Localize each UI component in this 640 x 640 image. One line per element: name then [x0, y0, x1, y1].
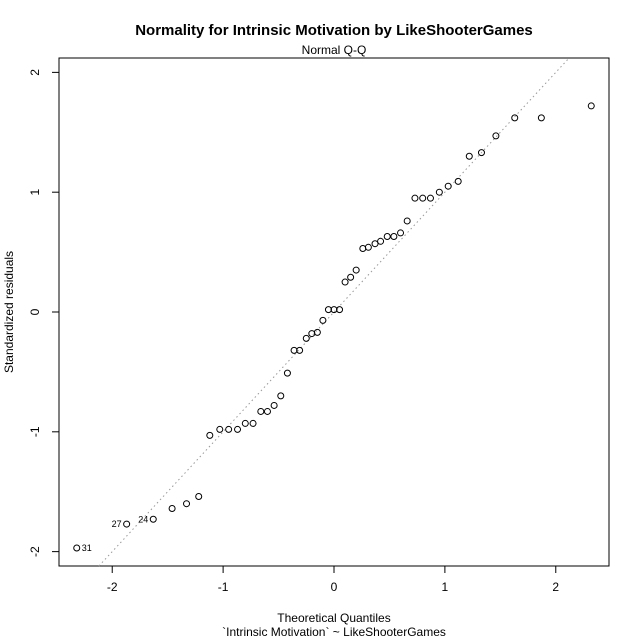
y-tick-label: 2 [28, 69, 42, 76]
data-point [383, 233, 391, 241]
data-point [435, 188, 443, 196]
x-tick-label: 1 [442, 580, 449, 594]
data-point [397, 229, 405, 237]
y-tick-label: 0 [28, 308, 42, 315]
data-point [587, 102, 595, 110]
data-point [308, 330, 316, 338]
x-tick-label: 2 [552, 580, 559, 594]
data-point [319, 316, 327, 324]
data-point [168, 504, 176, 512]
data-point [149, 515, 157, 523]
point-label: 31 [82, 543, 92, 553]
data-point [419, 194, 427, 202]
data-point [336, 306, 344, 314]
data-point [313, 328, 321, 336]
data-point [195, 493, 203, 501]
data-point [249, 419, 257, 427]
data-point [403, 217, 411, 225]
data-point [411, 194, 419, 202]
data-point [277, 392, 285, 400]
data-point [183, 500, 191, 508]
data-point [296, 346, 304, 354]
data-point [123, 520, 131, 528]
x-tick-label: -2 [107, 580, 118, 594]
data-point [206, 431, 214, 439]
data-point [426, 194, 434, 202]
data-point [234, 425, 242, 433]
x-axis-label: Theoretical Quantiles [277, 611, 390, 625]
data-point [465, 152, 473, 160]
x-tick-label: 0 [331, 580, 338, 594]
data-point [241, 419, 249, 427]
data-point [225, 425, 233, 433]
data-point [364, 243, 372, 251]
point-labels: 31 27 24 [82, 514, 149, 553]
axis-ticks: -2 -1 0 1 2 -2 -1 0 1 2 [28, 69, 559, 594]
data-point [263, 407, 271, 415]
data-point [444, 182, 452, 190]
x-axis-sublabel: `Intrinsic Motivation` ~ LikeShooterGame… [222, 625, 446, 639]
data-point [73, 544, 81, 552]
data-point [341, 278, 349, 286]
point-label: 24 [138, 514, 148, 524]
x-tick-label: -1 [218, 580, 229, 594]
data-point [377, 237, 385, 245]
data-point [283, 369, 291, 377]
data-point [216, 425, 224, 433]
data-point [347, 273, 355, 281]
y-tick-label: 1 [28, 189, 42, 196]
y-tick-label: -1 [28, 426, 42, 437]
data-point [359, 245, 367, 252]
data-points [73, 102, 595, 552]
data-point [302, 334, 310, 342]
data-point [352, 266, 360, 274]
data-point [390, 233, 398, 241]
data-point [270, 401, 278, 409]
chart-subtitle: Normal Q-Q [302, 43, 367, 57]
reference-line-layer [98, 57, 570, 567]
data-point [257, 407, 265, 415]
chart-title: Normality for Intrinsic Motivation by Li… [135, 22, 533, 39]
reference-line [98, 57, 570, 567]
data-point [454, 177, 462, 185]
data-point [492, 132, 500, 140]
y-axis-label: Standardized residuals [2, 251, 16, 373]
data-point [537, 114, 545, 122]
point-label: 27 [112, 519, 122, 529]
data-point [511, 114, 519, 122]
data-point [477, 149, 485, 157]
y-tick-label: -2 [28, 546, 42, 557]
